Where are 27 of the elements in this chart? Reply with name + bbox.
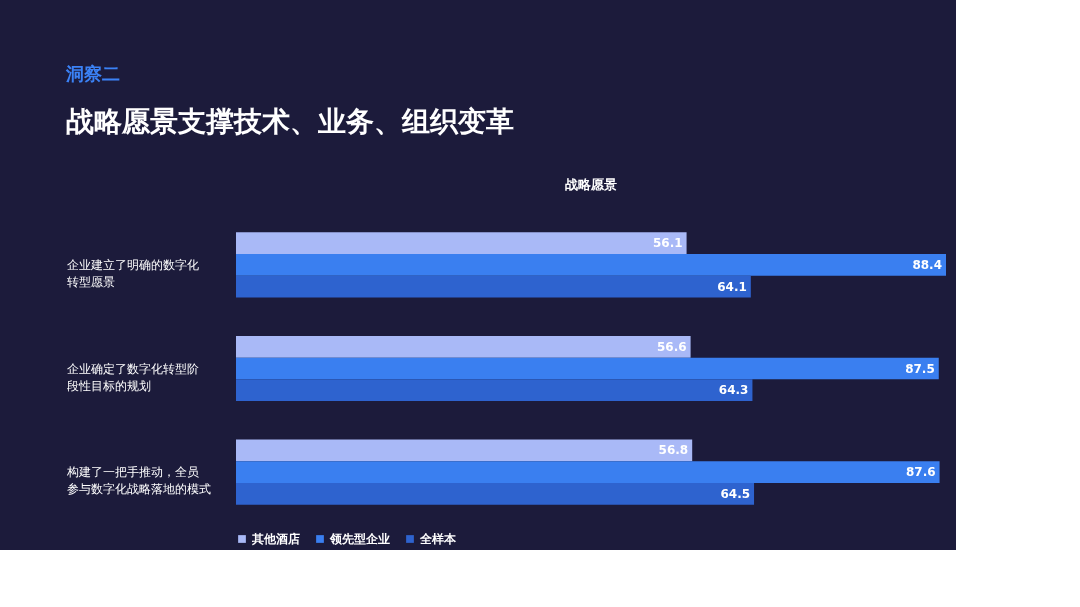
bar [236,357,939,380]
bar [236,254,946,276]
data-label: 87.5 [905,361,935,376]
data-label: 64.1 [717,279,747,294]
bar [236,482,755,505]
bar [236,275,751,298]
text: 洞察二 [65,63,120,84]
data-label: 64.3 [718,383,749,398]
y-tick-label: 企业建立了明确的数字化转型愿景 [66,257,199,289]
data-label: 56.8 [658,443,689,458]
bar [236,232,687,255]
bar [236,439,693,462]
legend-label: 全样本 [419,532,457,546]
legend-label: 领先型企业 [329,532,390,546]
data-label: 88.4 [912,257,942,272]
data-label: 87.6 [905,465,936,480]
chart-title: 战略愿景支撑技术、业务、组织变革 [66,105,514,138]
bar [236,335,691,358]
y-tick-label: 构建了一把手推动，全员参与数字化战略落地的模式 [65,465,211,497]
data-label: 56.1 [652,236,683,251]
data-label: 56.6 [656,339,687,354]
bar [236,379,753,402]
y-tick-label: 企业确定了数字化转型阶段性目标的规划 [66,361,199,393]
chart-subtitle: 战略愿景 [565,177,617,192]
legend-label: 其他酒店 [251,532,300,546]
data-label: 64.5 [720,486,751,501]
bar [236,461,940,483]
